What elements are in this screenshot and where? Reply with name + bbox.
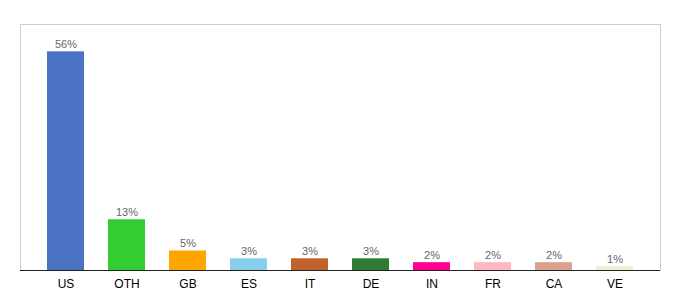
svg-text:13%: 13%	[116, 206, 138, 218]
svg-text:56%: 56%	[55, 38, 77, 50]
svg-text:3%: 3%	[241, 245, 257, 257]
svg-text:5%: 5%	[180, 237, 196, 249]
svg-text:IT: IT	[305, 277, 316, 291]
svg-text:2%: 2%	[424, 249, 440, 261]
svg-text:2%: 2%	[485, 249, 501, 261]
svg-text:GB: GB	[179, 277, 196, 291]
svg-text:2%: 2%	[546, 249, 562, 261]
svg-text:1%: 1%	[607, 253, 623, 265]
svg-text:VE: VE	[607, 277, 623, 291]
svg-text:3%: 3%	[302, 245, 318, 257]
svg-text:OTH: OTH	[114, 277, 139, 291]
svg-text:US: US	[58, 277, 75, 291]
svg-text:FR: FR	[485, 277, 501, 291]
svg-text:CA: CA	[546, 277, 563, 291]
svg-text:IN: IN	[426, 277, 438, 291]
svg-text:DE: DE	[363, 277, 380, 291]
svg-text:3%: 3%	[363, 245, 379, 257]
svg-text:ES: ES	[241, 277, 257, 291]
